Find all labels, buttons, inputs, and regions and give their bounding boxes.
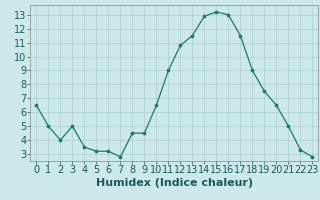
- X-axis label: Humidex (Indice chaleur): Humidex (Indice chaleur): [96, 178, 253, 188]
